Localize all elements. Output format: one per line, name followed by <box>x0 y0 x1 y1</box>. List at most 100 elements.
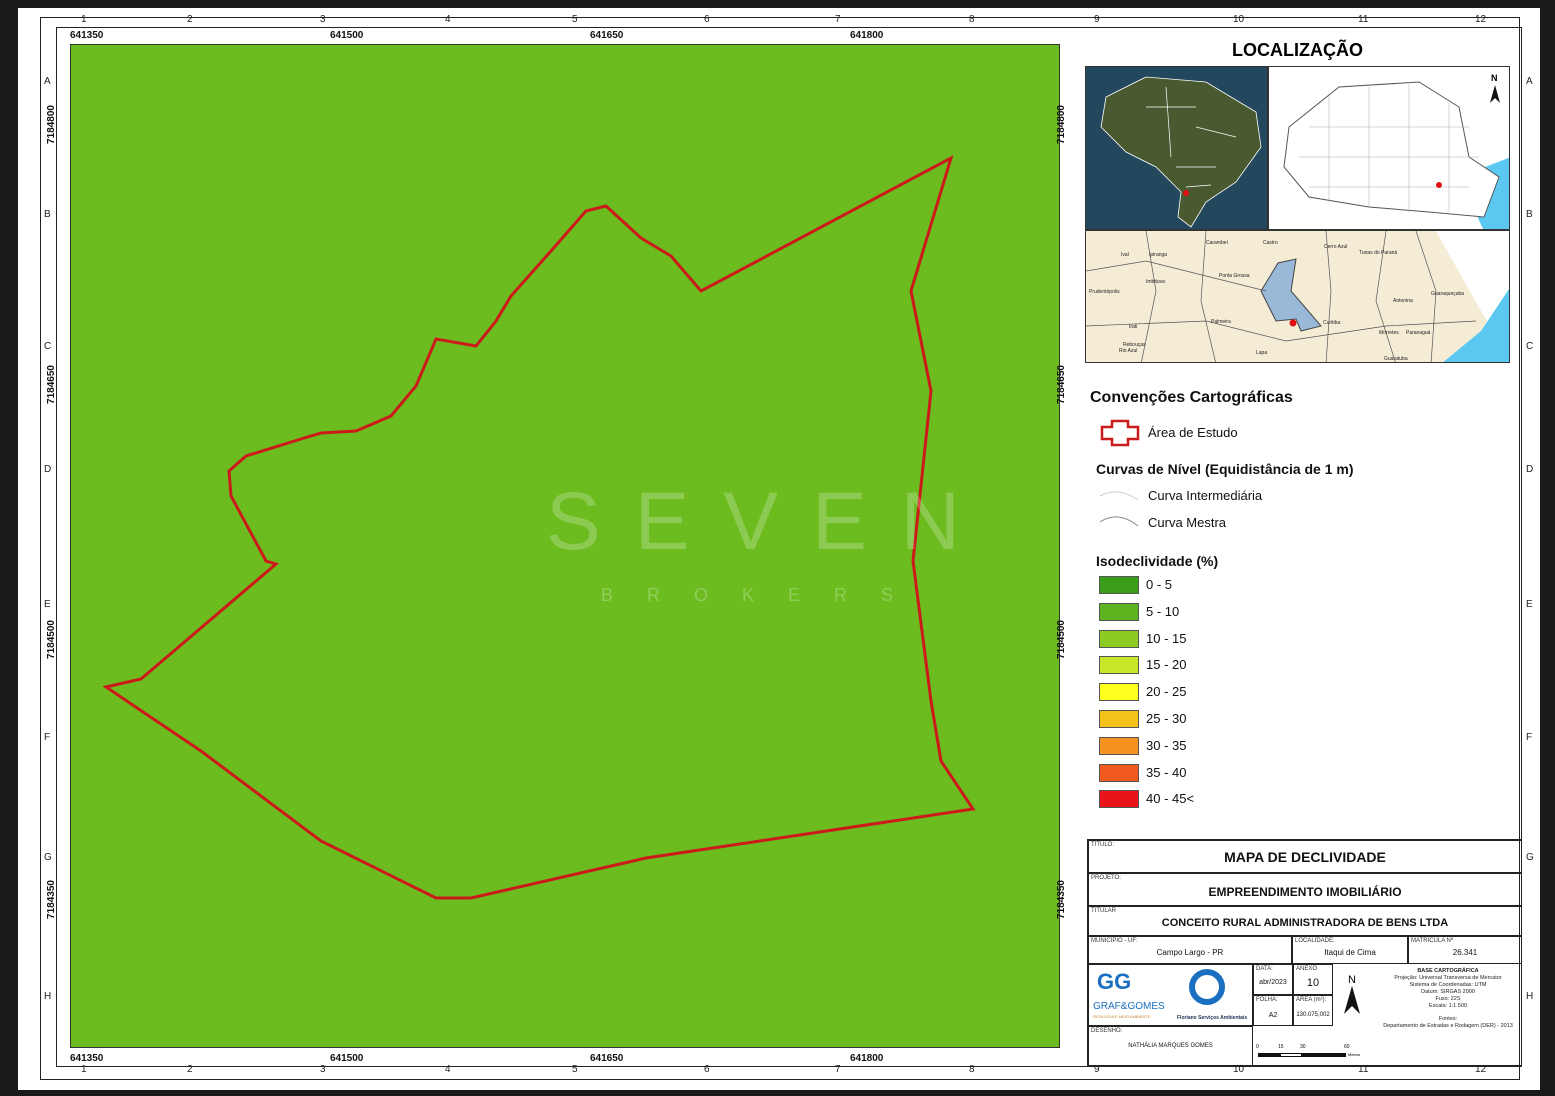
slope-class-label: 0 - 5 <box>1146 577 1173 592</box>
grid-column-label: 6 <box>704 14 710 25</box>
northing-label: 7184650 <box>1055 365 1067 404</box>
grid-column-label: 12 <box>1475 1064 1487 1075</box>
municipality-label: Guaratuba <box>1384 356 1408 362</box>
grid-row-label: D <box>1526 464 1534 475</box>
slope-class-swatch <box>1099 790 1139 809</box>
north-label: N <box>1491 73 1498 83</box>
title-block: TÍTULO: MAPA DE DECLIVIDADE PROJETO: EMPRE… <box>1087 839 1522 1067</box>
easting-label: 641350 <box>70 1053 104 1064</box>
grid-column-label: 3 <box>320 14 326 25</box>
scale-tick-label: 60 <box>1344 1044 1350 1050</box>
slope-class-label: 5 - 10 <box>1146 603 1180 619</box>
easting-label: 641350 <box>70 30 104 41</box>
grid-column-label: 5 <box>572 1064 578 1075</box>
contours-title: Curvas de Nível (Equidistância de 1 m) <box>1096 461 1354 477</box>
grid-column-label: 12 <box>1475 14 1487 25</box>
municipality-label: Antonina <box>1393 298 1413 304</box>
slope-class-swatch <box>1099 602 1139 621</box>
municipality-label: Paranaguá <box>1406 330 1431 336</box>
grid-column-label: 9 <box>1094 14 1100 25</box>
municipality-label: Ivaí <box>1121 252 1130 258</box>
grid-row-label: H <box>44 991 52 1002</box>
easting-label: 641500 <box>330 1053 364 1064</box>
northing-label: 7184800 <box>1055 105 1067 144</box>
grid-row-label: C <box>44 341 52 352</box>
inner-frame <box>56 27 1522 1067</box>
slope-class-swatch <box>1099 710 1139 728</box>
grid-column-label: 10 <box>1233 14 1245 25</box>
grid-row-label: B <box>44 209 51 220</box>
easting-label: 641650 <box>590 30 624 41</box>
northing-label: 7184500 <box>1055 620 1067 659</box>
project-name: EMPREENDIMENTO IMOBILIÁRIO <box>1208 885 1402 899</box>
slope-class-swatch <box>1099 656 1139 675</box>
grid-column-label: 4 <box>445 14 451 25</box>
municipality-label: Ponta Grossa <box>1219 273 1250 279</box>
municipality: Campo Largo - PR <box>1156 948 1224 957</box>
slope-title: Isodeclividade (%) <box>1096 553 1219 569</box>
watermark-sub: BROKERS <box>601 585 928 605</box>
grid-row-label: E <box>1526 599 1533 610</box>
scale-tick-label: 30 <box>1300 1044 1306 1050</box>
easting-label: 641500 <box>330 30 364 41</box>
municipality-label: Rebouças <box>1123 342 1146 348</box>
grid-row-label: A <box>1526 76 1533 87</box>
municipality-label: Guaraqueçaba <box>1431 291 1465 297</box>
site-marker <box>1183 190 1189 196</box>
municipality-label: Imbituva <box>1146 279 1165 285</box>
slope-class-swatch <box>1099 763 1139 782</box>
slope-class-label: 30 - 35 <box>1146 737 1187 753</box>
watermark: SEVEN <box>546 476 994 567</box>
municipality-label: Cerro Azul <box>1324 244 1348 250</box>
base-line: Projeção: Universal Transversa de Mercat… <box>1394 975 1502 981</box>
study-area-boundary[interactable] <box>102 154 976 900</box>
slope-map[interactable]: 9609709459509609659609559459559609659559… <box>70 44 1060 1048</box>
grid-column-label: 1 <box>81 1064 87 1075</box>
sheet-size: A2 <box>1268 1012 1278 1019</box>
municipality-label: Carambeí <box>1206 240 1228 246</box>
holder-name: CONCEITO RURAL ADMINISTRADORA DE BENS LT… <box>1161 917 1449 929</box>
drawing-author: NATHÁLIA MARQUES GOMES <box>1128 1043 1213 1049</box>
grid-column-label: 9 <box>1094 1064 1100 1075</box>
contour-lines-icon <box>1099 491 1139 527</box>
northing-label: 7184350 <box>1055 880 1067 919</box>
date: abr/2023 <box>1259 979 1287 986</box>
locality: Itaqui de Cima <box>1324 948 1376 957</box>
grid-row-label: G <box>44 852 52 863</box>
slope-class-swatch <box>1099 629 1139 648</box>
scale-tick-label: 0 <box>1256 1044 1259 1050</box>
grid-row-label: E <box>44 599 51 610</box>
municipality-label: Morretes <box>1379 330 1399 336</box>
contour-intermediate-label: Curva Intermediária <box>1148 488 1263 503</box>
cartographic-base: BASE CARTOGRÁFICA Projeção: Universal Tr… <box>1378 968 1518 1030</box>
slope-class-label: 10 - 15 <box>1146 630 1187 646</box>
study-area-label: Área de Estudo <box>1148 425 1238 440</box>
grid-column-label: 10 <box>1233 1064 1245 1075</box>
grid-column-label: 8 <box>969 14 975 25</box>
grid-column-label: 7 <box>835 14 841 25</box>
slope-class-swatch <box>1099 736 1139 755</box>
grid-column-label: 2 <box>187 14 193 25</box>
municipality-label: Lapa <box>1256 350 1268 356</box>
slope-class-swatch <box>1099 576 1139 594</box>
contour-master-label: Curva Mestra <box>1148 515 1227 530</box>
northing-label: 7184800 <box>45 105 57 144</box>
grid-row-label: H <box>1526 991 1534 1002</box>
map-title: MAPA DE DECLIVIDADE <box>1224 849 1386 865</box>
base-line: Datum: SIRGAS 2000 <box>1421 989 1475 995</box>
easting-label: 641800 <box>850 1053 884 1064</box>
northing-label: 7184650 <box>45 365 57 404</box>
grid-column-label: 6 <box>704 1064 710 1075</box>
grid-row-label: D <box>44 464 52 475</box>
municipality-label: Prudentópolis <box>1089 289 1120 295</box>
grid-row-label: B <box>1526 209 1533 220</box>
grid-column-label: 11 <box>1358 1064 1369 1075</box>
grid-column-label: 5 <box>572 14 578 25</box>
municipality-label: Ipiranga <box>1149 252 1168 258</box>
location-title: LOCALIZAÇÃO <box>1232 40 1363 60</box>
slope-class-label: 40 - 45< <box>1146 791 1195 807</box>
outer-frame <box>40 17 1520 1080</box>
scale-tick-label: 15 <box>1278 1044 1284 1050</box>
grid-column-label: 8 <box>969 1064 975 1075</box>
slope-class-label: 15 - 20 <box>1146 657 1187 673</box>
